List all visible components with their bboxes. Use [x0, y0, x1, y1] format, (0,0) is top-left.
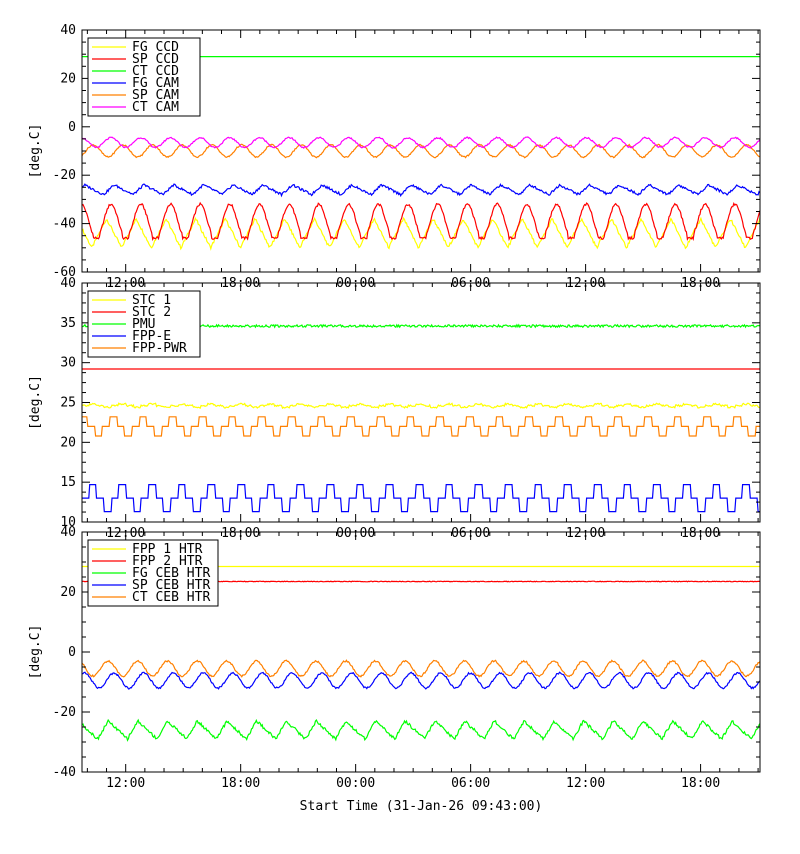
legend-label: FG CAM: [132, 76, 179, 91]
y-tick-label: 20: [60, 71, 76, 86]
y-tick-label: 25: [60, 396, 76, 411]
legend-label: FPP 1 HTR: [132, 542, 203, 557]
series-line-sp-cam: [81, 143, 761, 159]
y-tick-label: -60: [53, 265, 76, 280]
legend-label: FPP 2 HTR: [132, 554, 203, 569]
y-tick-label: -20: [53, 168, 76, 183]
series-line-stc-1: [82, 402, 761, 410]
series-line-fpp-e: [82, 484, 760, 513]
y-tick-label: 0: [68, 120, 76, 135]
x-tick-label: 00:00: [336, 776, 375, 791]
legend-label: CT CCD: [132, 64, 179, 79]
legend-label: FG CCD: [132, 40, 179, 55]
y-tick-label: 0: [68, 645, 76, 660]
legend-label: SP CCD: [132, 52, 179, 67]
legend-label: CT CAM: [132, 100, 179, 115]
legend-label: STC 1: [132, 293, 171, 308]
y-axis-label: [deg.C]: [28, 124, 43, 179]
legend-label: FPP-PWR: [132, 341, 187, 356]
legend-label: SP CAM: [132, 88, 179, 103]
y-tick-label: 20: [60, 435, 76, 450]
series-line-ct-ceb-htr: [81, 659, 761, 678]
legend-label: CT CEB HTR: [132, 590, 210, 605]
y-tick-label: 40: [60, 525, 76, 540]
x-tick-label: 18:00: [221, 776, 260, 791]
series-line-fg-ceb-htr: [81, 718, 761, 742]
x-tick-label: 12:00: [566, 776, 605, 791]
y-tick-label: 40: [60, 23, 76, 38]
legend-label: FPP-E: [132, 329, 171, 344]
x-tick-label: 18:00: [681, 776, 720, 791]
legend-box: [87, 37, 201, 117]
y-tick-label: -20: [53, 705, 76, 720]
series-line-sp-ceb-htr: [81, 671, 761, 690]
x-axis-label: Start Time (31-Jan-26 09:43:00): [300, 799, 543, 814]
y-tick-label: 30: [60, 356, 76, 371]
series-line-fg-ccd: [81, 216, 761, 251]
y-tick-label: 35: [60, 316, 76, 331]
legend-label: FG CEB HTR: [132, 566, 210, 581]
y-axis-label: [deg.C]: [28, 375, 43, 430]
y-tick-label: 15: [60, 475, 76, 490]
series-line-ct-cam: [81, 136, 761, 150]
legend-label: SP CEB HTR: [132, 578, 210, 593]
x-tick-label: 12:00: [106, 776, 145, 791]
series-line-sp-ccd: [81, 201, 761, 242]
y-axis-label: [deg.C]: [28, 625, 43, 680]
y-tick-label: 40: [60, 276, 76, 291]
x-tick-label: 06:00: [451, 776, 490, 791]
y-tick-label: 20: [60, 585, 76, 600]
chart-panel-3: -40 -20 0 20 40 12:00 18:00 00:00 06:00 12:00 18:0…: [28, 525, 761, 814]
legend-box: [87, 539, 219, 607]
y-tick-label: -40: [53, 765, 76, 780]
series-line-fpp-pwr: [82, 416, 760, 437]
series-line-fg-cam: [81, 182, 761, 198]
y-tick-label: 10: [60, 515, 76, 530]
legend-label: PMU: [132, 317, 155, 332]
legend-label: STC 2: [132, 305, 171, 320]
y-tick-label: -40: [53, 217, 76, 232]
